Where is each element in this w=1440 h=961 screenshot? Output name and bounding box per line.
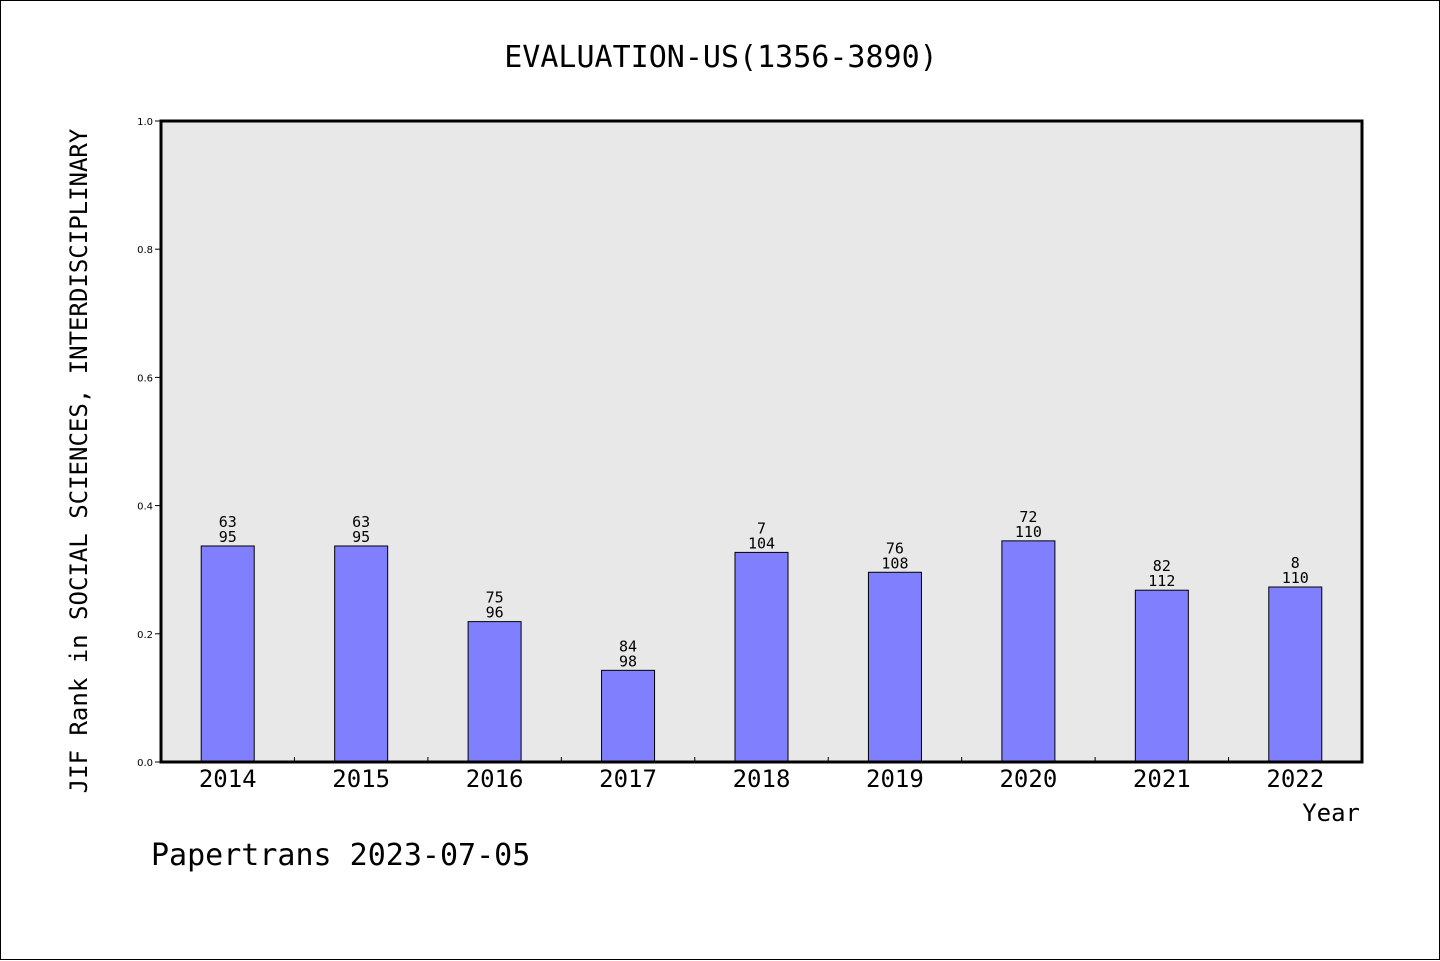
bar-2018 (734, 551, 789, 763)
footer-credit: Papertrans 2023-07-05 (151, 838, 530, 873)
total-label-2014: 95 (219, 528, 237, 546)
total-label-2017: 98 (619, 652, 637, 670)
rank-label-2021: 82 (1153, 557, 1171, 575)
bar-2021 (1134, 589, 1189, 763)
y-tick-label: 0.2 (137, 630, 153, 641)
rank-label-2018: 7 (757, 519, 766, 537)
plot-border (159, 119, 1364, 764)
total-label-2016: 96 (486, 604, 504, 622)
total-label-2022: 110 (1282, 569, 1309, 587)
x-tick-label-2014: 2014 (199, 765, 257, 793)
y-tick-label: 1.0 (137, 117, 153, 128)
rank-label-2017: 84 (619, 637, 637, 655)
y-tick-label: 0.6 (137, 373, 153, 384)
rank-label-2016: 75 (486, 589, 504, 607)
rank-label-2020: 72 (1019, 508, 1037, 526)
total-label-2018: 104 (748, 534, 775, 552)
rank-label-2022: 8 (1291, 554, 1300, 572)
x-tick-label-2016: 2016 (466, 765, 524, 793)
x-tick-label-2022: 2022 (1266, 765, 1324, 793)
bar-2022 (1268, 586, 1323, 763)
x-axis-label: Year (1302, 799, 1360, 827)
y-axis-ticks: 0.0 0.2 0.4 0.6 0.8 1.0 (137, 117, 161, 769)
total-label-2021: 112 (1148, 572, 1175, 590)
bar-2015 (334, 545, 389, 763)
total-label-2015: 95 (352, 528, 370, 546)
x-tick-label-2018: 2018 (733, 765, 791, 793)
y-tick-label: 0.4 (137, 502, 153, 513)
bar-2017 (601, 669, 656, 763)
rank-label-2014: 63 (219, 513, 237, 531)
bar-2014 (200, 545, 255, 763)
x-tick-label-2017: 2017 (599, 765, 657, 793)
bar-2020 (1001, 540, 1056, 763)
bar-2016 (467, 621, 522, 763)
rank-label-2019: 76 (886, 539, 904, 557)
y-tick-label: 0.8 (137, 245, 153, 256)
bars (200, 540, 1323, 763)
chart-title: EVALUATION-US(1356-3890) (504, 40, 937, 75)
y-tick-label: 0.0 (137, 758, 153, 769)
total-label-2019: 108 (881, 554, 908, 572)
x-tick-label-2021: 2021 (1133, 765, 1191, 793)
total-label-2020: 110 (1015, 523, 1042, 541)
x-axis-ticks: 2014 2015 2016 2017 2018 2019 2020 2021 2022 (199, 757, 1324, 793)
y-axis-label: JIF Rank in SOCIAL SCIENCES, INTERDISCIP… (65, 128, 93, 793)
x-tick-label-2020: 2020 (999, 765, 1057, 793)
x-tick-label-2019: 2019 (866, 765, 924, 793)
x-tick-label-2015: 2015 (332, 765, 390, 793)
rank-label-2015: 63 (352, 513, 370, 531)
bar-2019 (867, 571, 922, 763)
